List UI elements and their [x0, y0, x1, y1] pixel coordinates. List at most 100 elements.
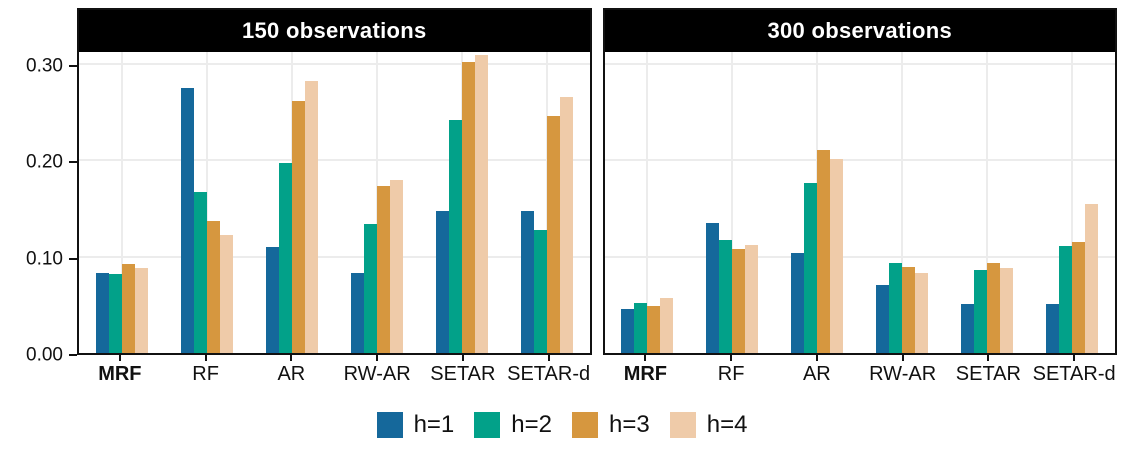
bar-group: [164, 52, 249, 353]
x-tick-mark: [644, 355, 647, 361]
x-slot: MRF: [77, 355, 163, 386]
x-slot: RW-AR: [334, 355, 420, 386]
x-slot: SETAR-d: [1031, 355, 1117, 386]
x-slot: SETAR: [946, 355, 1032, 386]
plot-area: [604, 52, 1115, 353]
h-gridline: [604, 255, 1115, 258]
bar-h=4: [219, 234, 233, 353]
bar-h=2: [363, 223, 377, 353]
bar-h=2: [108, 274, 122, 353]
bar-h=1: [265, 247, 279, 353]
x-tick-mark: [118, 355, 121, 361]
x-axis: MRF RF AR RW-AR SETAR SETAR-d: [77, 355, 592, 386]
y-tick-label: 0.10: [26, 248, 63, 270]
bar-group: [690, 52, 775, 353]
bar-h=3: [461, 62, 475, 353]
x-category-label: AR: [802, 363, 831, 385]
x-tick-mark: [901, 355, 904, 361]
bar-h=1: [706, 223, 720, 353]
bar-h=1: [520, 211, 534, 353]
y-tick-mark: [69, 161, 77, 164]
legend-key-swatch: [376, 412, 403, 438]
h-gridline: [79, 255, 590, 258]
h-gridline: [604, 159, 1115, 162]
facet-title: 300 observations: [604, 10, 1115, 52]
bar-h=2: [1059, 246, 1073, 353]
v-gridline: [1071, 52, 1074, 353]
legend-label: h=3: [609, 411, 650, 438]
facet: 150 observations MRF RF AR RW-AR SETAR SETAR-d: [77, 8, 592, 386]
x-tick-mark: [547, 355, 550, 361]
bar-h=1: [95, 273, 109, 353]
legend: h=1 h=2 h=3 h=4: [0, 411, 1124, 439]
x-category-label: SETAR: [955, 363, 1021, 385]
legend-key-swatch: [669, 412, 696, 438]
legend-label: h=4: [706, 411, 748, 438]
facet-panel: 300 observations: [602, 8, 1117, 355]
legend-label: h=1: [413, 411, 455, 438]
bar-h=2: [278, 163, 292, 353]
v-gridline: [731, 52, 734, 353]
bar-h=4: [1085, 203, 1099, 353]
bar-h=4: [745, 245, 759, 353]
bar-h=4: [660, 298, 674, 353]
h-gridline: [79, 159, 590, 162]
bar-group: [419, 52, 504, 353]
x-tick-mark: [461, 355, 464, 361]
bar-h=3: [291, 100, 305, 353]
bar-h=1: [961, 303, 975, 353]
bar-h=1: [1046, 303, 1060, 353]
legend-item: h=1: [376, 411, 455, 439]
bar-h=3: [206, 221, 220, 353]
v-gridline: [901, 52, 904, 353]
bar-h=4: [304, 80, 318, 353]
bar-group: [860, 52, 945, 353]
bar-h=2: [533, 229, 547, 353]
bar-h=3: [647, 305, 661, 353]
bar-group: [945, 52, 1030, 353]
x-category-label: SETAR-d: [1032, 363, 1116, 385]
x-category-label: MRF: [98, 363, 142, 385]
bar-h=1: [350, 273, 364, 353]
bar-h=4: [559, 96, 573, 353]
x-slot: RF: [163, 355, 249, 386]
bar-h=4: [474, 54, 488, 353]
x-category-label: RF: [192, 363, 219, 385]
x-slot: AR: [774, 355, 860, 386]
bar-h=4: [1000, 268, 1014, 353]
bar-h=1: [876, 284, 890, 353]
bar-group: [79, 52, 164, 353]
legend-label: h=2: [511, 411, 552, 438]
x-category-label: SETAR-d: [507, 363, 591, 385]
y-tick-mark: [69, 65, 77, 68]
bar-group: [504, 52, 589, 353]
x-slot: AR: [249, 355, 335, 386]
bar-h=3: [987, 263, 1001, 353]
y-tick-label: 0.30: [26, 55, 63, 77]
bar-h=2: [889, 262, 903, 353]
y-tick-mark: [69, 354, 77, 356]
bar-h=2: [193, 192, 207, 353]
x-slot: SETAR-d: [506, 355, 592, 386]
v-gridline: [646, 52, 649, 353]
bar-h=4: [915, 273, 929, 353]
bar-h=3: [1072, 242, 1086, 353]
v-gridline: [120, 52, 123, 353]
bar-h=1: [621, 308, 635, 353]
bar-group: [334, 52, 419, 353]
legend-key-swatch: [572, 412, 598, 438]
y-tick-mark: [69, 257, 77, 260]
x-tick-mark: [730, 355, 733, 361]
legend-key-swatch: [474, 412, 501, 438]
plot-area: [79, 52, 590, 353]
facet-panels: 150 observations MRF RF AR RW-AR SETAR SETAR-d…: [77, 8, 1117, 386]
y-tick-label: 0.00: [26, 344, 63, 366]
bar-h=3: [902, 267, 916, 353]
bar-h=2: [448, 119, 462, 353]
bar-group: [249, 52, 334, 353]
bar-group: [1030, 52, 1115, 353]
legend-item: h=3: [572, 411, 650, 439]
bar-h=3: [732, 249, 746, 353]
legend-item: h=2: [474, 411, 552, 439]
